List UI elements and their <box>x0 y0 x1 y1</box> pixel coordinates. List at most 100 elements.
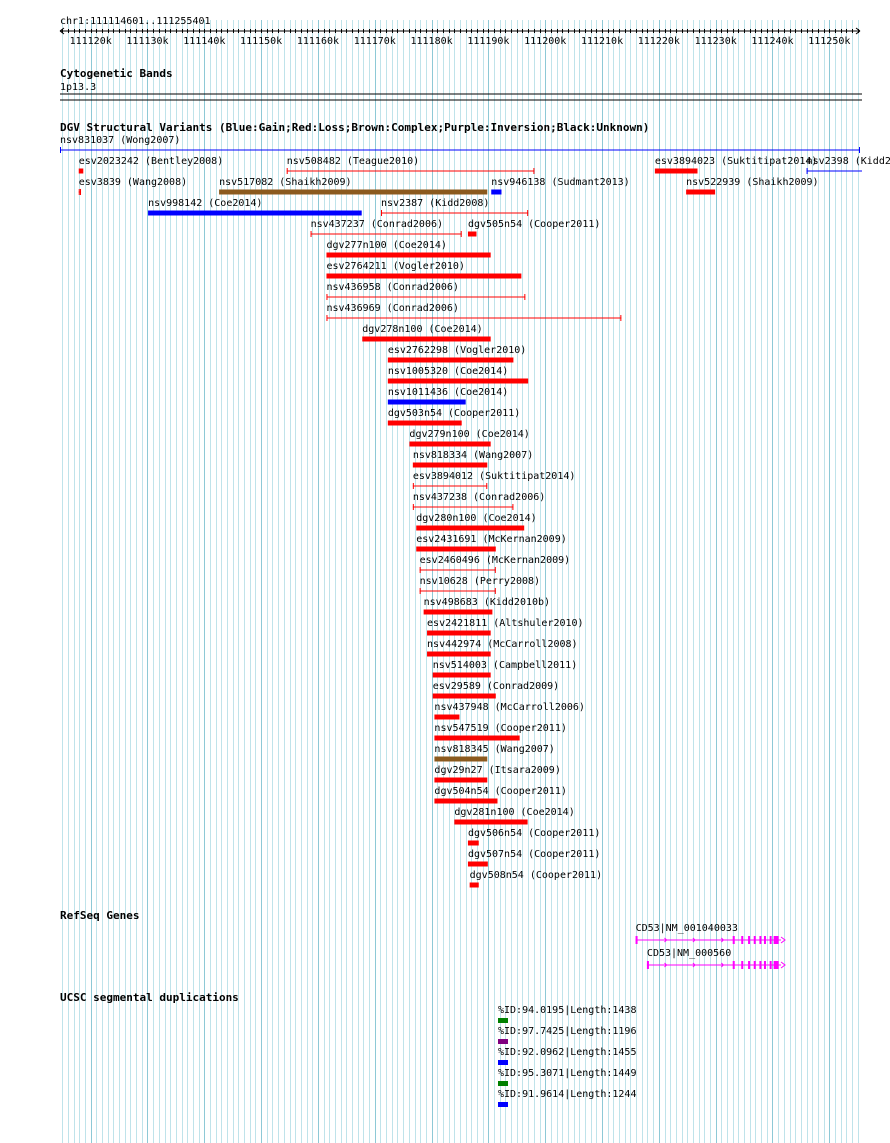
dgv-variant[interactable]: esv2023242 (Bentley2008) <box>78 156 224 174</box>
segdup-item[interactable]: %ID:94.0195|Length:1438 <box>498 1005 636 1023</box>
segdup-item[interactable]: %ID:95.3071|Length:1449 <box>498 1068 636 1086</box>
dgv-variant[interactable]: nsv2387 (Kidd2008) <box>381 198 529 216</box>
refseq-exon <box>763 936 766 944</box>
dgv-variant-label: dgv504n54 (Cooper2011) <box>434 786 566 797</box>
segdup-item[interactable]: %ID:92.0962|Length:1455 <box>498 1047 636 1065</box>
dgv-variant[interactable]: nsv10628 (Perry2008) <box>419 576 540 594</box>
dgv-variant[interactable]: dgv277n100 (Coe2014) <box>326 240 491 258</box>
dgv-variant[interactable]: nsv508482 (Teague2010) <box>286 156 535 174</box>
segdup-item[interactable]: %ID:91.9614|Length:1244 <box>498 1089 636 1107</box>
dgv-variant-label: nsv2398 (Kidd2008) <box>807 156 890 167</box>
dgv-variant[interactable]: dgv507n54 (Cooper2011) <box>467 849 600 867</box>
dgv-variant[interactable]: nsv437237 (Conrad2006) <box>310 219 462 237</box>
dgv-variant-bar <box>387 420 462 426</box>
dgv-variant-label: nsv442974 (McCarroll2008) <box>427 639 578 650</box>
refseq-exon <box>763 961 766 969</box>
segdup-item[interactable]: %ID:97.7425|Length:1196 <box>498 1026 636 1044</box>
dgv-variant-label: esv2023242 (Bentley2008) <box>79 156 224 167</box>
refseq-exon <box>635 936 638 944</box>
refseq-gene[interactable]: CD53|NM_000560 <box>646 948 786 969</box>
dgv-variant-label: esv2764211 (Vogler2010) <box>326 261 464 272</box>
dgv-variant[interactable]: dgv504n54 (Cooper2011) <box>434 786 567 804</box>
dgv-variant[interactable]: nsv818334 (Wang2007) <box>412 450 533 468</box>
dgv-variant[interactable]: nsv442974 (McCarroll2008) <box>427 639 578 657</box>
dgv-variant[interactable]: dgv508n54 (Cooper2011) <box>469 870 602 888</box>
dgv-variant[interactable]: nsv437948 (McCarroll2006) <box>434 702 585 720</box>
dgv-variant[interactable]: dgv503n54 (Cooper2011) <box>387 408 520 426</box>
dgv-variant[interactable]: dgv29n27 (Itsara2009) <box>434 765 561 783</box>
dgv-variant-label: dgv279n100 (Coe2014) <box>409 429 529 440</box>
dgv-variant[interactable]: esv3894012 (Suktitipat2014) <box>412 471 576 489</box>
refseq-exon <box>773 936 779 944</box>
dgv-variant[interactable]: dgv278n100 (Coe2014) <box>362 324 491 342</box>
dgv-variant-label: nsv437948 (McCarroll2006) <box>434 702 585 713</box>
dgv-variant[interactable]: esv2431691 (McKernan2009) <box>416 534 567 552</box>
segdup-bar <box>498 1060 508 1065</box>
dgv-variant[interactable]: nsv831037 (Wong2007) <box>60 135 860 153</box>
dgv-variant[interactable]: nsv998142 (Coe2014) <box>148 198 362 216</box>
dgv-variant[interactable]: esv2460496 (McKernan2009) <box>419 555 571 573</box>
dgv-variant[interactable]: nsv436969 (Conrad2006) <box>326 303 622 321</box>
segdup-title: UCSC segmental duplications <box>60 991 239 1004</box>
refseq-exon <box>753 961 756 969</box>
segdup-bar <box>498 1102 508 1107</box>
dgv-variant-bar <box>78 168 84 174</box>
dgv-variant[interactable]: dgv279n100 (Coe2014) <box>409 429 530 447</box>
dgv-variant[interactable]: esv2762298 (Vogler2010) <box>387 345 526 363</box>
ruler-arrow-right-icon <box>855 27 861 35</box>
segdup-label: %ID:91.9614|Length:1244 <box>498 1089 636 1100</box>
segdup-track: UCSC segmental duplications %ID:94.0195|… <box>60 991 636 1107</box>
dgv-variant[interactable]: dgv281n100 (Coe2014) <box>454 807 575 825</box>
segdup-label: %ID:92.0962|Length:1455 <box>498 1047 636 1058</box>
dgv-variant[interactable]: nsv547519 (Cooper2011) <box>434 723 567 741</box>
dgv-variant[interactable]: nsv946138 (Sudmant2013) <box>491 177 630 195</box>
dgv-features: nsv831037 (Wong2007) esv2023242 (Bentley2… <box>60 135 890 888</box>
dgv-variant[interactable]: nsv517082 (Shaikh2009) <box>219 177 488 195</box>
refseq-gene[interactable]: CD53|NM_001040033 <box>635 923 786 944</box>
refseq-exon <box>732 936 735 944</box>
dgv-variant-bar <box>434 735 520 741</box>
dgv-variant-bar <box>387 399 466 405</box>
dgv-variant[interactable]: esv3894023 (Suktitipat2014) <box>654 156 818 174</box>
dgv-variant-label: dgv505n54 (Cooper2011) <box>468 219 600 230</box>
refseq-exon <box>753 936 756 944</box>
refseq-exon <box>748 936 751 944</box>
refseq-exon <box>748 961 751 969</box>
dgv-variant-bar <box>432 693 496 699</box>
ruler-tick-label: 111140k <box>183 36 225 47</box>
dgv-variant[interactable]: esv2764211 (Vogler2010) <box>326 261 522 279</box>
dgv-variant[interactable]: nsv436958 (Conrad2006) <box>326 282 526 300</box>
dgv-variant[interactable]: dgv280n100 (Coe2014) <box>416 513 537 531</box>
dgv-variant[interactable]: nsv1005320 (Coe2014) <box>387 366 529 384</box>
strand-chevron-icon <box>692 937 696 943</box>
dgv-variant[interactable]: esv3839 (Wang2008) <box>78 177 187 195</box>
dgv-variant-label: esv2762298 (Vogler2010) <box>388 345 526 356</box>
dgv-variant-label: nsv437237 (Conrad2006) <box>311 219 443 230</box>
dgv-variant-label: nsv522939 (Shaikh2009) <box>686 177 818 188</box>
dgv-variant[interactable]: nsv437238 (Conrad2006) <box>412 492 545 510</box>
refseq-track: RefSeq Genes CD53|NM_001040033CD53|NM_00… <box>60 909 786 969</box>
dgv-variant-label: nsv508482 (Teague2010) <box>287 156 419 167</box>
dgv-variant[interactable]: nsv1011436 (Coe2014) <box>387 387 508 405</box>
dgv-variant[interactable]: nsv514003 (Campbell2011) <box>432 660 577 678</box>
refseq-exon <box>732 961 735 969</box>
dgv-variant-label: esv29589 (Conrad2009) <box>433 681 559 692</box>
ruler-tick-label: 111160k <box>297 36 339 47</box>
dgv-variant-bar <box>427 630 491 636</box>
dgv-variant[interactable]: nsv2398 (Kidd2008) <box>806 156 890 174</box>
strand-chevron-icon <box>664 937 668 943</box>
dgv-variant[interactable]: dgv506n54 (Cooper2011) <box>467 828 600 846</box>
ruler-arrow-left-icon <box>59 27 65 35</box>
dgv-variant-bar <box>467 231 477 237</box>
ruler-tick-label: 111250k <box>808 36 850 47</box>
dgv-variant[interactable]: nsv522939 (Shaikh2009) <box>686 177 819 195</box>
dgv-variant[interactable]: dgv505n54 (Cooper2011) <box>467 219 600 237</box>
dgv-variant[interactable]: nsv498683 (Kidd2010b) <box>423 597 550 615</box>
dgv-variant-label: nsv10628 (Perry2008) <box>420 576 540 587</box>
dgv-variant[interactable]: esv2421811 (Altshuler2010) <box>427 618 584 636</box>
ruler-tick-label: 111120k <box>70 36 112 47</box>
dgv-variant[interactable]: nsv818345 (Wang2007) <box>434 744 555 762</box>
dgv-variant[interactable]: esv29589 (Conrad2009) <box>432 681 559 699</box>
dgv-variant-label: nsv818334 (Wang2007) <box>413 450 533 461</box>
refseq-exon <box>741 961 744 969</box>
